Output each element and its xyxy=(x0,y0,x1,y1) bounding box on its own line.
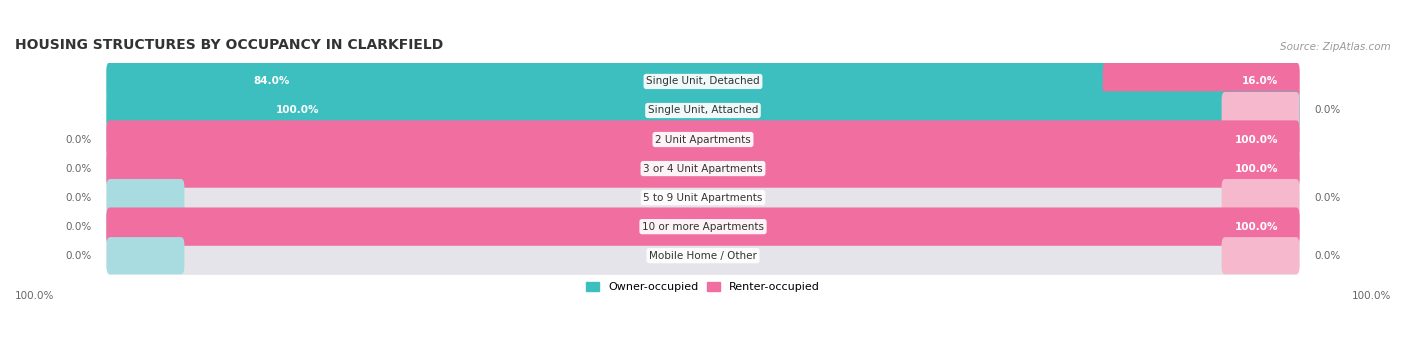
Text: 100.0%: 100.0% xyxy=(1234,164,1278,174)
Text: 0.0%: 0.0% xyxy=(1313,193,1340,203)
Text: 100.0%: 100.0% xyxy=(1234,222,1278,232)
Legend: Owner-occupied, Renter-occupied: Owner-occupied, Renter-occupied xyxy=(581,277,825,297)
FancyBboxPatch shape xyxy=(1102,62,1299,101)
Text: 100.0%: 100.0% xyxy=(1234,135,1278,145)
FancyBboxPatch shape xyxy=(107,207,1299,246)
FancyBboxPatch shape xyxy=(1222,237,1299,274)
FancyBboxPatch shape xyxy=(107,149,1299,188)
FancyBboxPatch shape xyxy=(107,237,184,274)
Text: Single Unit, Detached: Single Unit, Detached xyxy=(647,76,759,87)
FancyBboxPatch shape xyxy=(107,91,1299,130)
Text: 0.0%: 0.0% xyxy=(66,222,93,232)
FancyBboxPatch shape xyxy=(107,121,184,158)
FancyBboxPatch shape xyxy=(107,62,1299,101)
Text: 0.0%: 0.0% xyxy=(66,164,93,174)
Text: Single Unit, Attached: Single Unit, Attached xyxy=(648,105,758,116)
FancyBboxPatch shape xyxy=(107,120,1299,159)
FancyBboxPatch shape xyxy=(107,179,184,216)
Text: 0.0%: 0.0% xyxy=(1313,105,1340,116)
FancyBboxPatch shape xyxy=(107,237,1299,275)
FancyBboxPatch shape xyxy=(107,62,1109,101)
Text: 100.0%: 100.0% xyxy=(1351,292,1391,301)
Text: HOUSING STRUCTURES BY OCCUPANCY IN CLARKFIELD: HOUSING STRUCTURES BY OCCUPANCY IN CLARK… xyxy=(15,38,443,52)
Text: 100.0%: 100.0% xyxy=(276,105,319,116)
Text: 84.0%: 84.0% xyxy=(253,76,290,87)
Text: 16.0%: 16.0% xyxy=(1241,76,1278,87)
FancyBboxPatch shape xyxy=(1222,92,1299,129)
Text: 3 or 4 Unit Apartments: 3 or 4 Unit Apartments xyxy=(643,164,763,174)
Text: 10 or more Apartments: 10 or more Apartments xyxy=(643,222,763,232)
Text: Source: ZipAtlas.com: Source: ZipAtlas.com xyxy=(1281,42,1391,52)
FancyBboxPatch shape xyxy=(107,120,1299,159)
Text: 0.0%: 0.0% xyxy=(1313,251,1340,261)
Text: Mobile Home / Other: Mobile Home / Other xyxy=(650,251,756,261)
Text: 2 Unit Apartments: 2 Unit Apartments xyxy=(655,135,751,145)
FancyBboxPatch shape xyxy=(107,207,1299,246)
FancyBboxPatch shape xyxy=(107,91,1299,130)
Text: 5 to 9 Unit Apartments: 5 to 9 Unit Apartments xyxy=(644,193,762,203)
FancyBboxPatch shape xyxy=(1222,179,1299,216)
Text: 0.0%: 0.0% xyxy=(66,251,93,261)
FancyBboxPatch shape xyxy=(107,178,1299,217)
FancyBboxPatch shape xyxy=(107,208,184,245)
Text: 0.0%: 0.0% xyxy=(66,193,93,203)
FancyBboxPatch shape xyxy=(107,149,1299,188)
FancyBboxPatch shape xyxy=(107,150,184,187)
Text: 100.0%: 100.0% xyxy=(15,292,55,301)
Text: 0.0%: 0.0% xyxy=(66,135,93,145)
